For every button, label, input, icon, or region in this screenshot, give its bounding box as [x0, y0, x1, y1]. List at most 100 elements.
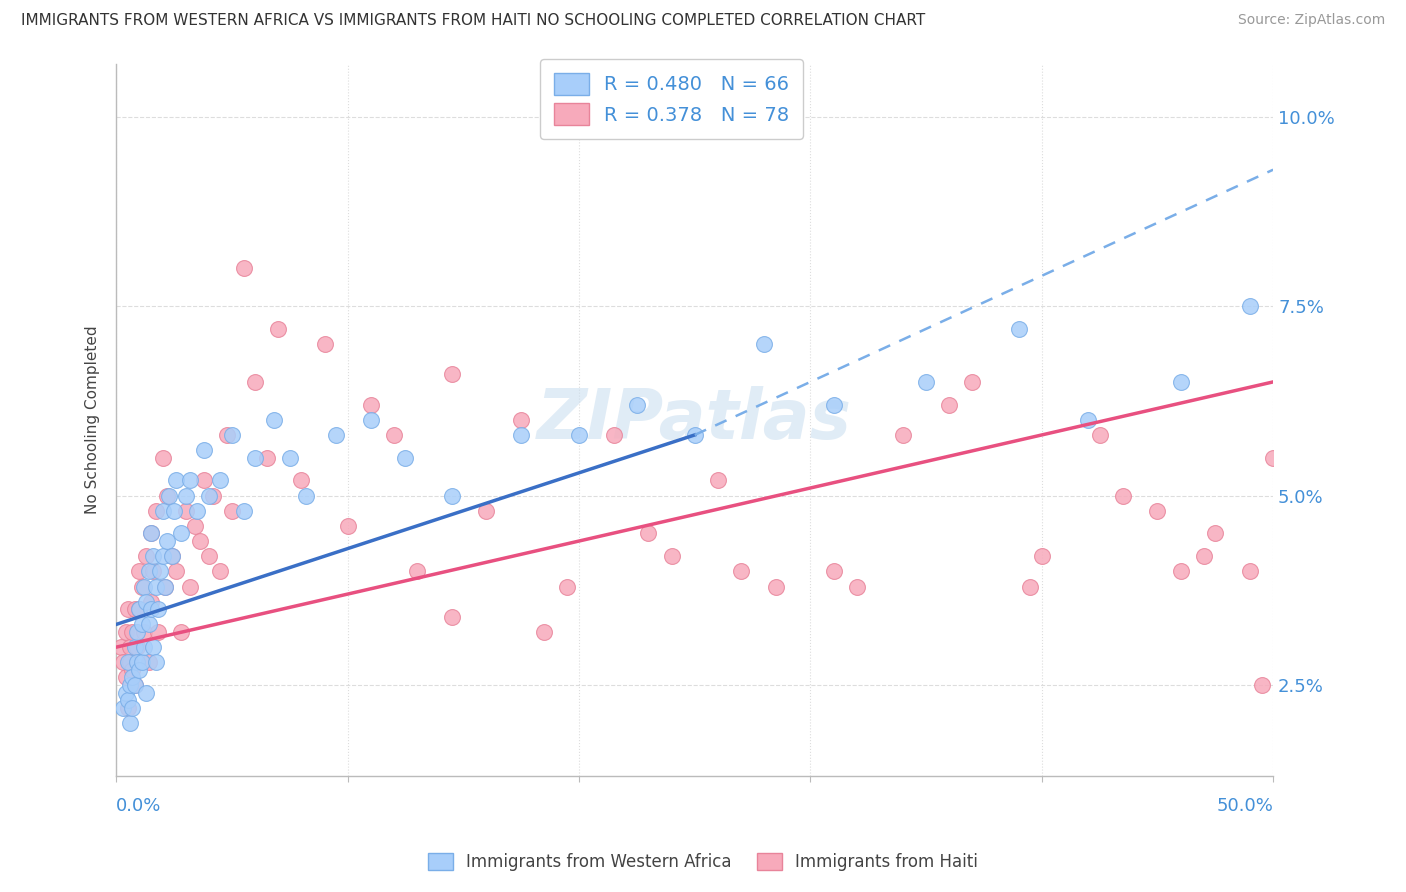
- Point: [159, 489, 181, 503]
- Point: [603, 428, 626, 442]
- Point: [295, 489, 318, 503]
- Point: [149, 565, 172, 579]
- Point: [263, 413, 285, 427]
- Point: [165, 474, 187, 488]
- Legend: Immigrants from Western Africa, Immigrants from Haiti: Immigrants from Western Africa, Immigran…: [419, 845, 987, 880]
- Point: [557, 580, 579, 594]
- Point: [221, 504, 243, 518]
- Point: [131, 617, 153, 632]
- Point: [752, 337, 775, 351]
- Point: [730, 565, 752, 579]
- Point: [256, 450, 278, 465]
- Point: [1146, 504, 1168, 518]
- Point: [243, 450, 266, 465]
- Point: [153, 580, 176, 594]
- Point: [683, 428, 706, 442]
- Point: [120, 715, 142, 730]
- Point: [1077, 413, 1099, 427]
- Point: [823, 398, 845, 412]
- Point: [1263, 450, 1285, 465]
- Point: [139, 526, 162, 541]
- Point: [336, 519, 359, 533]
- Y-axis label: No Schooling Completed: No Schooling Completed: [86, 326, 100, 514]
- Point: [142, 549, 165, 564]
- Point: [112, 700, 135, 714]
- Point: [1239, 299, 1261, 313]
- Point: [121, 700, 143, 714]
- Point: [160, 549, 183, 564]
- Point: [152, 549, 174, 564]
- Point: [232, 504, 254, 518]
- Point: [360, 413, 382, 427]
- Point: [128, 602, 150, 616]
- Point: [146, 602, 169, 616]
- Point: [1170, 565, 1192, 579]
- Point: [135, 685, 157, 699]
- Point: [135, 595, 157, 609]
- Point: [153, 580, 176, 594]
- Point: [156, 489, 179, 503]
- Point: [278, 450, 301, 465]
- Point: [117, 655, 139, 669]
- Point: [145, 504, 167, 518]
- Point: [124, 602, 146, 616]
- Point: [163, 504, 186, 518]
- Point: [139, 526, 162, 541]
- Point: [121, 670, 143, 684]
- Point: [179, 580, 201, 594]
- Text: 50.0%: 50.0%: [1216, 797, 1274, 815]
- Point: [891, 428, 914, 442]
- Point: [117, 693, 139, 707]
- Point: [198, 489, 221, 503]
- Point: [152, 504, 174, 518]
- Point: [124, 678, 146, 692]
- Point: [135, 549, 157, 564]
- Point: [186, 504, 208, 518]
- Point: [112, 655, 135, 669]
- Point: [217, 428, 239, 442]
- Point: [202, 489, 225, 503]
- Point: [406, 565, 429, 579]
- Point: [132, 580, 155, 594]
- Point: [1204, 526, 1226, 541]
- Point: [325, 428, 347, 442]
- Point: [568, 428, 591, 442]
- Point: [232, 261, 254, 276]
- Point: [221, 428, 243, 442]
- Point: [193, 474, 215, 488]
- Point: [160, 549, 183, 564]
- Point: [110, 640, 132, 654]
- Point: [152, 450, 174, 465]
- Point: [145, 655, 167, 669]
- Point: [382, 428, 405, 442]
- Point: [127, 655, 149, 669]
- Point: [1250, 678, 1272, 692]
- Point: [131, 580, 153, 594]
- Point: [533, 624, 555, 639]
- Point: [394, 450, 416, 465]
- Point: [128, 663, 150, 677]
- Point: [170, 624, 193, 639]
- Text: 0.0%: 0.0%: [117, 797, 162, 815]
- Point: [146, 624, 169, 639]
- Point: [120, 678, 142, 692]
- Point: [1192, 549, 1215, 564]
- Point: [823, 565, 845, 579]
- Point: [145, 580, 167, 594]
- Text: Source: ZipAtlas.com: Source: ZipAtlas.com: [1237, 13, 1385, 28]
- Point: [127, 640, 149, 654]
- Point: [938, 398, 960, 412]
- Point: [138, 565, 160, 579]
- Point: [637, 526, 659, 541]
- Point: [117, 700, 139, 714]
- Point: [290, 474, 312, 488]
- Text: ZIPatlas: ZIPatlas: [537, 386, 852, 453]
- Point: [510, 428, 533, 442]
- Point: [510, 413, 533, 427]
- Point: [174, 489, 197, 503]
- Point: [188, 534, 211, 549]
- Point: [179, 474, 201, 488]
- Point: [915, 375, 938, 389]
- Point: [127, 624, 149, 639]
- Point: [121, 663, 143, 677]
